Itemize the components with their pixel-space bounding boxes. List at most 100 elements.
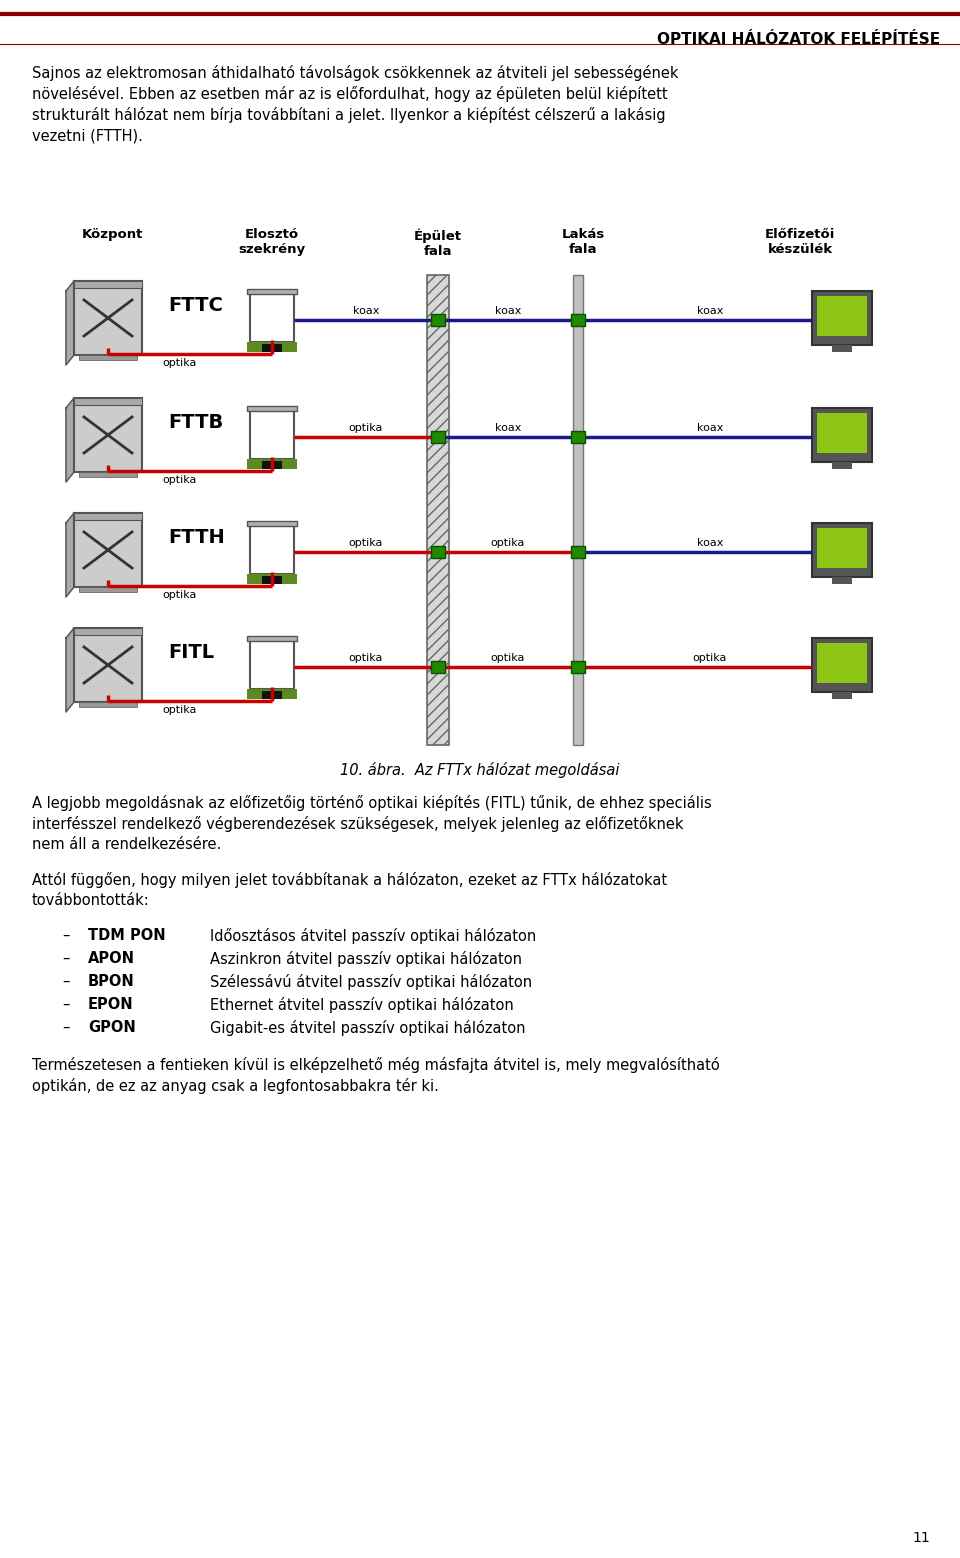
Text: vezetni (FTTH).: vezetni (FTTH). bbox=[32, 128, 143, 143]
Text: FTTC: FTTC bbox=[168, 296, 223, 315]
FancyBboxPatch shape bbox=[817, 413, 867, 453]
Text: koax: koax bbox=[697, 305, 723, 316]
FancyBboxPatch shape bbox=[79, 703, 137, 707]
Text: Épület
fala: Épület fala bbox=[414, 227, 462, 257]
Text: Sajnos az elektromosan áthidalható távolságok csökkennek az átviteli jel sebessé: Sajnos az elektromosan áthidalható távol… bbox=[32, 65, 679, 81]
FancyBboxPatch shape bbox=[431, 545, 445, 558]
Text: optika: optika bbox=[348, 653, 383, 664]
FancyBboxPatch shape bbox=[431, 661, 445, 673]
Text: interfésszel rendelkező végberendezések szükségesek, melyek jelenleg az előfizet: interfésszel rendelkező végberendezések … bbox=[32, 816, 684, 832]
FancyBboxPatch shape bbox=[817, 643, 867, 682]
FancyBboxPatch shape bbox=[74, 280, 142, 288]
Text: –: – bbox=[62, 1020, 69, 1035]
FancyBboxPatch shape bbox=[431, 432, 445, 442]
Text: Központ: Központ bbox=[82, 227, 143, 241]
Text: optika: optika bbox=[348, 424, 383, 433]
Text: optika: optika bbox=[693, 653, 727, 664]
Text: Szélessávú átvitel passzív optikai hálózaton: Szélessávú átvitel passzív optikai hálóz… bbox=[210, 974, 532, 989]
Text: BPON: BPON bbox=[88, 974, 134, 989]
FancyBboxPatch shape bbox=[573, 276, 583, 745]
Text: optikán, de ez az anyag csak a legfontosabbakra tér ki.: optikán, de ez az anyag csak a legfontos… bbox=[32, 1078, 439, 1094]
FancyBboxPatch shape bbox=[250, 527, 294, 573]
Polygon shape bbox=[66, 628, 74, 712]
Text: növelésével. Ebben az esetben már az is előfordulhat, hogy az épületen belül kié: növelésével. Ebben az esetben már az is … bbox=[32, 86, 667, 101]
FancyBboxPatch shape bbox=[262, 576, 282, 584]
Text: Ethernet átvitel passzív optikai hálózaton: Ethernet átvitel passzív optikai hálózat… bbox=[210, 997, 514, 1013]
FancyBboxPatch shape bbox=[262, 692, 282, 700]
Text: optika: optika bbox=[163, 475, 197, 485]
Text: Természetesen a fentieken kívül is elképzelhető még másfajta átvitel is, mely me: Természetesen a fentieken kívül is elkép… bbox=[32, 1056, 720, 1073]
Text: –: – bbox=[62, 950, 69, 966]
Text: Attól függően, hogy milyen jelet továbbítanak a hálózaton, ezeket az FTTx hálóza: Attól függően, hogy milyen jelet továbbí… bbox=[32, 872, 667, 888]
Text: optika: optika bbox=[163, 706, 197, 715]
Text: optika: optika bbox=[163, 590, 197, 600]
FancyBboxPatch shape bbox=[79, 472, 137, 477]
Text: 11: 11 bbox=[912, 1532, 930, 1546]
Text: Előfizetői
készülék: Előfizetői készülék bbox=[765, 227, 835, 256]
FancyBboxPatch shape bbox=[571, 545, 585, 558]
Text: 10. ábra.  Az FTTx hálózat megoldásai: 10. ábra. Az FTTx hálózat megoldásai bbox=[340, 762, 620, 777]
Text: Időosztásos átvitel passzív optikai hálózaton: Időosztásos átvitel passzív optikai háló… bbox=[210, 929, 537, 944]
FancyBboxPatch shape bbox=[74, 397, 142, 472]
FancyBboxPatch shape bbox=[247, 689, 297, 700]
Text: optika: optika bbox=[491, 653, 525, 664]
FancyBboxPatch shape bbox=[247, 573, 297, 584]
FancyBboxPatch shape bbox=[431, 315, 445, 326]
FancyBboxPatch shape bbox=[247, 407, 297, 411]
FancyBboxPatch shape bbox=[832, 692, 852, 700]
FancyBboxPatch shape bbox=[571, 661, 585, 673]
Text: Aszinkron átvitel passzív optikai hálózaton: Aszinkron átvitel passzív optikai hálóza… bbox=[210, 950, 522, 968]
Text: Gigabit-es átvitel passzív optikai hálózaton: Gigabit-es átvitel passzív optikai hálóz… bbox=[210, 1020, 525, 1036]
Text: A legjobb megoldásnak az előfizetőig történő optikai kiépítés (FITL) tűnik, de e: A legjobb megoldásnak az előfizetőig tör… bbox=[32, 795, 711, 812]
Text: FITL: FITL bbox=[168, 643, 214, 662]
Polygon shape bbox=[66, 280, 74, 365]
FancyBboxPatch shape bbox=[250, 294, 294, 343]
Text: FTTB: FTTB bbox=[168, 413, 224, 432]
Text: –: – bbox=[62, 929, 69, 943]
FancyBboxPatch shape bbox=[74, 513, 142, 520]
FancyBboxPatch shape bbox=[247, 636, 297, 640]
FancyBboxPatch shape bbox=[817, 528, 867, 569]
FancyBboxPatch shape bbox=[812, 291, 872, 344]
FancyBboxPatch shape bbox=[832, 463, 852, 469]
Text: EPON: EPON bbox=[88, 997, 133, 1013]
FancyBboxPatch shape bbox=[74, 628, 142, 636]
FancyBboxPatch shape bbox=[79, 587, 137, 592]
Text: nem áll a rendelkezésére.: nem áll a rendelkezésére. bbox=[32, 837, 221, 852]
FancyBboxPatch shape bbox=[812, 637, 872, 692]
Text: strukturált hálózat nem bírja továbbítani a jelet. Ilyenkor a kiépítést célszerű: strukturált hálózat nem bírja továbbítan… bbox=[32, 108, 665, 123]
Text: koax: koax bbox=[494, 305, 521, 316]
FancyBboxPatch shape bbox=[817, 296, 867, 337]
FancyBboxPatch shape bbox=[74, 513, 142, 587]
Text: TDM PON: TDM PON bbox=[88, 929, 166, 943]
Polygon shape bbox=[66, 397, 74, 481]
Polygon shape bbox=[66, 513, 74, 597]
Text: Elosztó
szekrény: Elosztó szekrény bbox=[238, 227, 305, 256]
FancyBboxPatch shape bbox=[250, 640, 294, 689]
Text: továbbontották:: továbbontották: bbox=[32, 893, 150, 908]
Text: –: – bbox=[62, 974, 69, 989]
FancyBboxPatch shape bbox=[571, 315, 585, 326]
Text: koax: koax bbox=[353, 305, 379, 316]
Text: Lakás
fala: Lakás fala bbox=[562, 227, 605, 256]
FancyBboxPatch shape bbox=[247, 460, 297, 469]
FancyBboxPatch shape bbox=[832, 344, 852, 352]
FancyBboxPatch shape bbox=[262, 461, 282, 469]
Text: optika: optika bbox=[163, 358, 197, 368]
Text: optika: optika bbox=[348, 538, 383, 548]
Text: OPTIKAI HÁLÓZATOK FELÉPÍTÉSE: OPTIKAI HÁLÓZATOK FELÉPÍTÉSE bbox=[657, 33, 940, 47]
FancyBboxPatch shape bbox=[247, 520, 297, 527]
FancyBboxPatch shape bbox=[79, 355, 137, 360]
FancyBboxPatch shape bbox=[74, 628, 142, 703]
Text: –: – bbox=[62, 997, 69, 1013]
FancyBboxPatch shape bbox=[250, 411, 294, 460]
FancyBboxPatch shape bbox=[74, 397, 142, 405]
Text: GPON: GPON bbox=[88, 1020, 135, 1035]
FancyBboxPatch shape bbox=[812, 523, 872, 576]
FancyBboxPatch shape bbox=[832, 576, 852, 584]
Text: optika: optika bbox=[491, 538, 525, 548]
FancyBboxPatch shape bbox=[571, 432, 585, 442]
Text: FTTH: FTTH bbox=[168, 528, 225, 547]
FancyBboxPatch shape bbox=[427, 276, 449, 745]
FancyBboxPatch shape bbox=[262, 344, 282, 352]
